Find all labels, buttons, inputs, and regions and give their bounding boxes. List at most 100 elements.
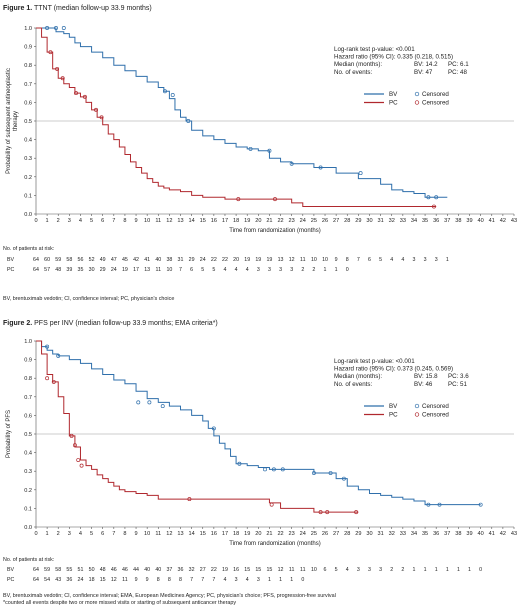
fig2-x-tick-label: 13 bbox=[177, 531, 183, 537]
fig1-risk-count-pc: 48 bbox=[55, 267, 61, 273]
fig2-x-tick-label: 8 bbox=[123, 531, 126, 537]
fig2-risk-count-bv: 1 bbox=[435, 567, 438, 573]
fig2-series-pc-censor-mark bbox=[51, 379, 56, 384]
fig2-risk-count-bv: 1 bbox=[412, 567, 415, 573]
fig1-risk-count-bv: 10 bbox=[322, 257, 328, 263]
fig1-risk-count-bv: 41 bbox=[144, 257, 150, 263]
fig1-series-bv-censor-mark bbox=[426, 195, 431, 200]
fig2-series-bv-censor-mark bbox=[426, 502, 431, 507]
fig1-risk-count-bv: 11 bbox=[300, 257, 306, 263]
fig1-y-tick-label: 1.0 bbox=[24, 26, 32, 32]
fig2-series-pc-censor-mark bbox=[269, 502, 274, 507]
fig1-median-pc: PC: 6.1 bbox=[448, 61, 469, 68]
fig1-risk-count-bv: 4 bbox=[401, 257, 404, 263]
fig1-x-tick-label: 14 bbox=[189, 218, 195, 224]
fig1-series-bv-censor-mark bbox=[318, 165, 323, 170]
fig2-risk-count-bv: 15 bbox=[255, 567, 261, 573]
fig1-y-tick-label: 0.0 bbox=[24, 212, 32, 218]
fig1-title-text: TTNT (median follow-up 33.9 months) bbox=[32, 5, 152, 12]
fig2-risk-count-bv: 15 bbox=[266, 567, 272, 573]
fig1-series-bv-censor-mark bbox=[248, 146, 253, 151]
fig1-x-tick-label: 24 bbox=[300, 218, 306, 224]
fig1-risk-count-pc: 4 bbox=[224, 267, 227, 273]
fig1-risk-count-pc: 17 bbox=[133, 267, 139, 273]
fig1-risk-count-pc: 4 bbox=[235, 267, 238, 273]
fig1-series-bv-censor-mark bbox=[45, 26, 50, 30]
fig1-y-tick-label: 0.4 bbox=[24, 138, 32, 144]
fig2-x-tick-label: 27 bbox=[333, 531, 339, 537]
fig1-title: Figure 1. TTNT (median follow-up 33.9 mo… bbox=[3, 5, 152, 12]
fig1-risk-table-header: No. of patients at risk: bbox=[3, 246, 54, 252]
fig2-x-tick-label: 6 bbox=[101, 531, 104, 537]
fig1-risk-count-bv: 3 bbox=[412, 257, 415, 263]
fig1-x-tick-label: 26 bbox=[322, 218, 328, 224]
fig2-x-tick-label: 20 bbox=[255, 531, 261, 537]
fig1-x-tick-label: 11 bbox=[155, 218, 161, 224]
fig2-risk-count-pc: 8 bbox=[168, 577, 171, 583]
fig1-x-tick-label: 32 bbox=[389, 218, 395, 224]
fig1-x-tick-label: 20 bbox=[255, 218, 261, 224]
fig2-footnote: *counted all events despite two or more … bbox=[3, 600, 236, 606]
fig1-x-tick-label: 22 bbox=[277, 218, 283, 224]
fig2-x-tick-label: 11 bbox=[155, 531, 161, 537]
fig1-risk-count-pc: 2 bbox=[312, 267, 315, 273]
fig2-x-tick-label: 3 bbox=[68, 531, 71, 537]
fig1-x-tick-label: 38 bbox=[455, 218, 461, 224]
fig2-series-pc-censor-mark bbox=[354, 510, 359, 515]
fig1-x-tick-label: 30 bbox=[366, 218, 372, 224]
fig2-y-axis-title: Probability of PFS bbox=[6, 410, 12, 458]
fig1-x-tick-label: 0 bbox=[34, 218, 37, 224]
fig1-series-pc-censor-mark bbox=[82, 94, 87, 99]
fig1-risk-row-label-pc: PC bbox=[7, 267, 15, 273]
fig2-legend-bv-label: BV bbox=[389, 403, 398, 410]
fig2-legend-bv-censor-symbol bbox=[414, 403, 420, 409]
fig1-risk-count-pc: 24 bbox=[111, 267, 117, 273]
fig2-legend-pc-censor-symbol bbox=[414, 412, 420, 417]
fig2-risk-count-bv: 36 bbox=[178, 567, 184, 573]
fig1-risk-count-bv: 12 bbox=[289, 257, 295, 263]
fig2-x-tick-label: 34 bbox=[411, 531, 417, 537]
fig2-risk-count-bv: 5 bbox=[335, 567, 338, 573]
fig2-series-bv-censor-mark bbox=[311, 471, 316, 476]
fig1-risk-count-bv: 19 bbox=[255, 257, 261, 263]
fig2-risk-count-pc: 7 bbox=[212, 577, 215, 583]
fig1-x-tick-label: 9 bbox=[134, 218, 137, 224]
fig2-x-tick-label: 18 bbox=[233, 531, 239, 537]
fig2-x-tick-label: 29 bbox=[355, 531, 361, 537]
fig2-series-pc-censor-mark bbox=[45, 376, 50, 381]
fig2-risk-count-bv: 4 bbox=[346, 567, 349, 573]
fig2-x-tick-label: 35 bbox=[422, 531, 428, 537]
fig2-risk-count-bv: 37 bbox=[166, 567, 172, 573]
fig1-series-bv-censor-mark bbox=[434, 195, 439, 200]
fig1-risk-count-bv: 20 bbox=[233, 257, 239, 263]
fig2-risk-count-pc: 12 bbox=[111, 577, 117, 583]
fig1-x-tick-label: 7 bbox=[112, 218, 115, 224]
fig1-series-bv-censor-mark bbox=[162, 89, 167, 94]
fig1-x-tick-label: 16 bbox=[211, 218, 217, 224]
fig1-risk-count-bv: 24 bbox=[200, 257, 206, 263]
fig2-risk-count-bv: 16 bbox=[233, 567, 239, 573]
fig2-risk-count-pc: 4 bbox=[224, 577, 227, 583]
fig2-risk-count-bv: 3 bbox=[379, 567, 382, 573]
fig2-x-tick-label: 40 bbox=[478, 531, 484, 537]
fig1-x-tick-label: 6 bbox=[101, 218, 104, 224]
fig2-risk-count-bv: 1 bbox=[468, 567, 471, 573]
fig2-risk-count-bv: 12 bbox=[278, 567, 284, 573]
fig2-series-bv-censor-mark bbox=[341, 476, 346, 481]
fig1-series-bv-censor-mark bbox=[289, 161, 294, 166]
fig1-risk-count-pc: 13 bbox=[144, 267, 150, 273]
fig2-y-tick-label: 0.0 bbox=[24, 525, 32, 531]
fig1-x-tick-label: 18 bbox=[233, 218, 239, 224]
fig2-series-pc-censor-mark bbox=[76, 458, 81, 462]
fig1-risk-count-pc: 1 bbox=[335, 267, 338, 273]
fig2-series-pc-censor-mark bbox=[72, 443, 77, 448]
fig2-footnote: BV, brentuximab vedotin; CI, confidence … bbox=[3, 593, 336, 599]
fig2-legend-pc-label: PC bbox=[389, 412, 398, 419]
fig2-y-tick-label: 0.1 bbox=[24, 506, 32, 512]
fig1-risk-count-bv: 49 bbox=[100, 257, 106, 263]
fig1-x-tick-label: 25 bbox=[311, 218, 317, 224]
fig1-risk-count-pc: 39 bbox=[66, 267, 72, 273]
fig2-risk-count-bv: 51 bbox=[78, 567, 84, 573]
fig2-x-tick-label: 24 bbox=[300, 531, 306, 537]
